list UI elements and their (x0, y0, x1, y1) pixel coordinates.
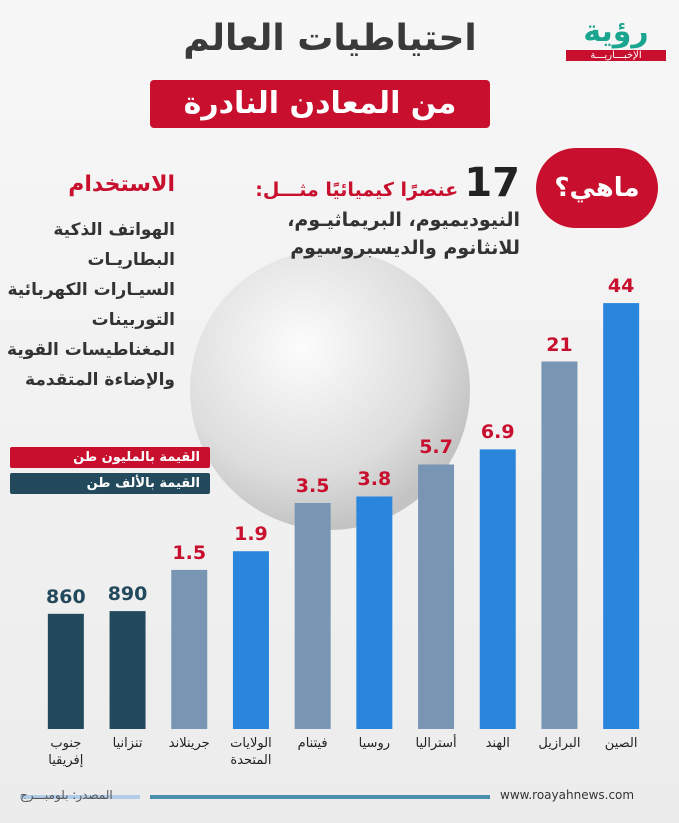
usage-item: المغناطيسات القوية (7, 340, 175, 360)
value-label: 3.5 (295, 474, 330, 497)
value-label: 890 (107, 583, 148, 606)
usage-list: الهواتف الذكية البطاريـات السيـارات الكهرب… (7, 215, 175, 395)
question-badge: ماهي؟ (536, 148, 658, 228)
bar (294, 502, 331, 729)
legend-item: القيمة بالألف طن (10, 473, 210, 494)
intro-line: للانثانوم والديسبروسيوم (290, 237, 520, 259)
legend: القيمة بالمليون طن القيمة بالألف طن (10, 447, 210, 499)
usage-heading: الاستخدام (68, 172, 175, 197)
x-tick-label: روسيا (358, 736, 391, 751)
intro: 17 عنصرًا كيميائيًا مثـــل: النيوديميوم،… (250, 160, 520, 262)
x-tick-label: الولايات المتحدة (230, 736, 272, 768)
legend-item: القيمة بالمليون طن (10, 447, 210, 468)
value-label: 44 (607, 275, 635, 298)
x-tick-label: البرازيل (538, 736, 581, 751)
value-label: 21 (546, 333, 573, 356)
bar (47, 613, 84, 729)
source: المصدر: بلومبـــرج (20, 788, 113, 802)
value-label: 3.8 (357, 468, 392, 491)
usage-item: السيـارات الكهربائية (7, 280, 175, 300)
x-tick-label: تنزانيا (112, 736, 143, 751)
logo-name: رؤية (583, 14, 649, 49)
logo-tagline: الإخبـــاريـــة (566, 50, 666, 61)
usage-item: الهواتف الذكية (53, 220, 175, 240)
value-label: 860 (46, 585, 86, 608)
value-label: 5.7 (419, 436, 453, 459)
bar (171, 569, 208, 729)
bar (356, 496, 393, 729)
footer-line (20, 795, 140, 799)
value-label: 1.9 (234, 523, 268, 546)
usage-item: التوربينات (91, 310, 175, 330)
x-tick-label: الهند (485, 736, 510, 751)
subtitle: من المعادن النادرة (150, 80, 490, 128)
x-tick-label: فيتنام (297, 736, 328, 751)
intro-line: النيوديميوم، البريماثيـوم، (287, 209, 520, 231)
bar (418, 464, 455, 729)
globe (190, 250, 470, 530)
count-text: عنصرًا كيميائيًا مثـــل: (255, 179, 459, 201)
footer-line (150, 795, 490, 799)
x-tick-label: جنوب إفريقيا (48, 736, 84, 768)
count: 17 (464, 160, 520, 206)
value-label: 6.9 (480, 421, 515, 444)
bar (541, 361, 578, 729)
bar (109, 611, 146, 729)
x-tick-label: الصين (604, 736, 638, 751)
value-label: 1.5 (172, 541, 207, 564)
website: www.roayahnews.com (500, 788, 635, 802)
x-tick-label: أستراليا (415, 736, 457, 751)
usage-item: البطاريـات (87, 250, 175, 270)
bar (603, 303, 640, 729)
logo: رؤية الإخبـــاريـــة (566, 14, 666, 61)
bar (232, 551, 269, 729)
title: احتياطيات العالم (183, 18, 477, 59)
usage: الاستخدام الهواتف الذكية البطاريـات السيـا… (7, 172, 175, 395)
usage-item: والإضاءة المتقدمة (25, 370, 175, 390)
bar (479, 449, 516, 729)
x-tick-label: جرينلاند (168, 736, 210, 751)
